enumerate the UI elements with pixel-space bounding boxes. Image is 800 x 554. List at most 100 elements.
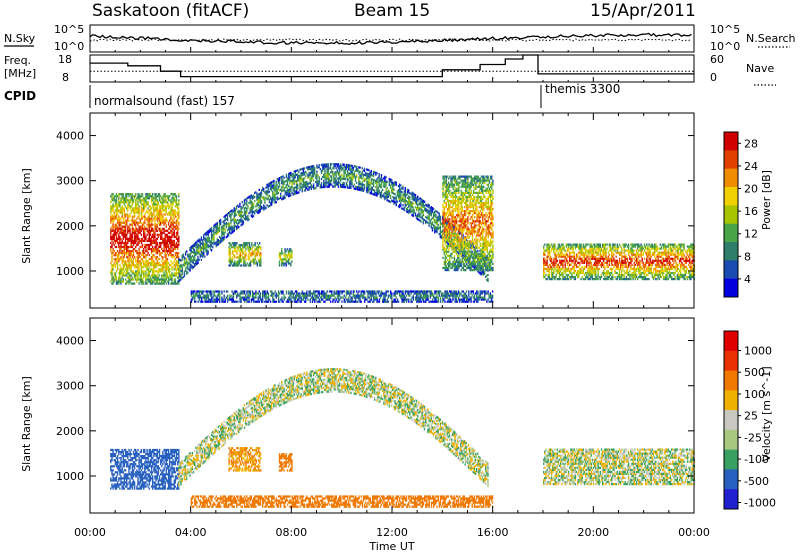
echo-cell: [278, 260, 281, 263]
echo-cell: [155, 197, 157, 200]
echo-cell: [462, 246, 465, 249]
echo-cell: [135, 201, 137, 204]
echo-cell: [160, 243, 162, 247]
echo-cell: [118, 256, 120, 259]
echo-cell: [172, 254, 174, 257]
echo-cell: [160, 245, 162, 249]
echo-cell: [393, 200, 395, 203]
echo-cell: [380, 182, 383, 185]
echo-cell: [170, 237, 172, 240]
echo-cell: [362, 173, 365, 176]
echo-cell: [474, 263, 477, 267]
echo-cell: [310, 165, 312, 168]
echo-cell: [172, 215, 174, 218]
echo-cell: [273, 182, 275, 185]
echo-cell: [450, 252, 452, 255]
echo-cell: [126, 195, 128, 198]
echo-cell: [231, 242, 234, 245]
echo-cell: [251, 213, 254, 216]
echo-cell: [460, 189, 462, 192]
echo-cell: [201, 255, 204, 258]
echo-cell: [421, 215, 423, 218]
echo-cell: [147, 280, 149, 283]
echo-cell: [316, 180, 318, 183]
echo-cell: [164, 207, 166, 210]
echo-cell: [246, 246, 248, 249]
echo-cell: [460, 236, 462, 239]
echo-cell: [130, 262, 132, 265]
echo-cell: [120, 231, 122, 234]
echo-cell: [425, 203, 427, 206]
echo-cell: [129, 215, 131, 218]
echo-cell: [279, 252, 282, 255]
echo-cell: [446, 246, 449, 249]
echo-cell: [120, 197, 122, 200]
echo-cell: [443, 177, 445, 180]
echo-cell: [122, 225, 124, 228]
echo-cell: [203, 248, 205, 251]
echo-cell: [238, 254, 240, 257]
echo-cell: [129, 252, 131, 255]
echo-cell: [281, 175, 283, 179]
echo-cell: [338, 171, 341, 174]
echo-cell: [136, 203, 138, 206]
echo-cell: [153, 272, 155, 275]
echo-cell: [133, 248, 136, 251]
echo-cell: [448, 240, 450, 243]
echo-cell: [169, 205, 171, 208]
echo-cell: [242, 216, 244, 219]
echo-cell: [430, 226, 432, 229]
echo-cell: [343, 186, 345, 189]
echo-cell: [162, 227, 164, 230]
echo-cell: [378, 173, 380, 176]
echo-cell: [127, 213, 129, 216]
echo-cell: [460, 254, 462, 257]
echo-cell: [215, 228, 217, 232]
echo-cell: [196, 242, 198, 245]
echo-cell: [432, 224, 435, 227]
echo-cell: [398, 183, 401, 186]
echo-cell: [118, 201, 120, 204]
echo-cell: [233, 223, 235, 226]
echo-cell: [160, 211, 162, 214]
echo-cell: [148, 245, 150, 249]
echo-cell: [172, 248, 174, 251]
echo-cell: [388, 184, 391, 187]
echo-cell: [149, 282, 152, 285]
echo-cell: [139, 201, 141, 204]
echo-cell: [274, 187, 276, 190]
echo-cell: [469, 264, 471, 268]
echo-cell: [154, 245, 156, 249]
echo-cell: [146, 203, 148, 206]
echo-cell: [389, 186, 392, 189]
echo-cell: [378, 181, 380, 184]
echo-cell: [270, 185, 273, 188]
echo-cell: [286, 248, 289, 251]
echo-cell: [452, 193, 454, 196]
freq-left-label-1: Freq.: [4, 54, 31, 67]
echo-cell: [397, 185, 400, 188]
echo-cell: [369, 191, 371, 195]
echo-cell: [123, 231, 126, 234]
echo-cell: [453, 228, 456, 231]
echo-cell: [367, 189, 369, 192]
echo-cell: [115, 235, 118, 238]
echo-cell: [444, 264, 446, 268]
echo-cell: [156, 213, 158, 216]
echo-cell: [110, 233, 112, 236]
echo-cell: [290, 188, 292, 191]
echo-cell: [283, 258, 285, 261]
echo-cell: [115, 260, 118, 263]
echo-cell: [232, 244, 235, 247]
echo-cell: [460, 212, 462, 215]
echo-cell: [468, 246, 470, 249]
echo-cell: [189, 257, 191, 260]
echo-cell: [289, 188, 291, 191]
echo-cell: [177, 243, 179, 247]
echo-cell: [126, 272, 128, 275]
echo-cell: [146, 223, 148, 226]
echo-cell: [277, 197, 280, 201]
echo-cell: [370, 190, 372, 193]
echo-cell: [461, 222, 463, 225]
echo-cell: [466, 256, 469, 259]
